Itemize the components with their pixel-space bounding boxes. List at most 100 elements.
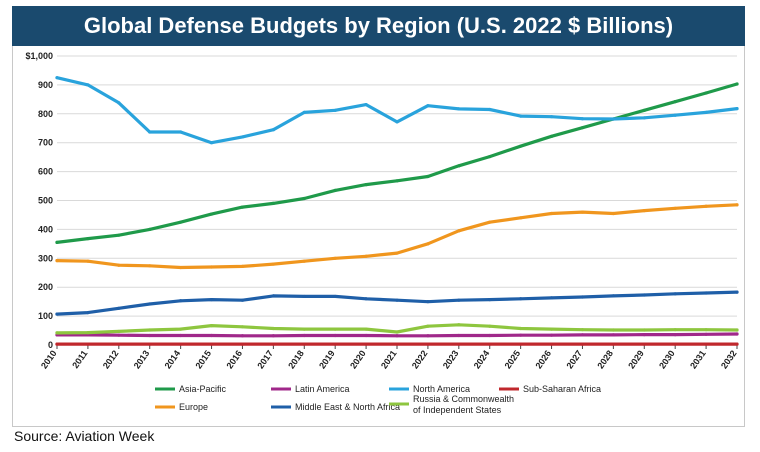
data-point-europe — [179, 265, 183, 270]
x-tick-label: 2012 — [101, 348, 121, 370]
series-line-asia-pacific — [55, 82, 739, 244]
data-point-middle-east-north-africa — [302, 294, 306, 299]
data-point-europe — [549, 211, 554, 216]
data-point-russia-commonwealth-of-independent-states — [642, 328, 646, 332]
data-point-middle-east-north-africa — [209, 298, 214, 302]
x-tick-label: 2029 — [626, 348, 646, 370]
line-chart: 0 100 200 300 400 500 600 700 800 900 $1,000 2010 20… — [25, 51, 739, 415]
data-point-middle-east-north-africa — [426, 300, 430, 304]
data-point-latin-america — [704, 332, 708, 336]
data-point-europe — [395, 251, 399, 255]
data-point-russia-commonwealth-of-independent-states — [395, 330, 399, 334]
x-tick-label: 2015 — [194, 348, 214, 370]
x-tick-label: 2022 — [410, 348, 430, 370]
data-point-europe — [209, 265, 214, 269]
data-point-north-america — [673, 113, 677, 117]
legend-label-russia-cis-line1: Russia & Commonwealth — [413, 394, 514, 404]
data-point-north-america — [364, 102, 368, 107]
data-point-europe — [580, 210, 585, 214]
data-point-north-america — [426, 104, 430, 108]
data-point-russia-commonwealth-of-independent-states — [117, 329, 121, 334]
data-point-europe — [240, 264, 245, 268]
x-tick-label: 2031 — [688, 348, 708, 370]
legend-label-asia-pacific: Asia-Pacific — [179, 384, 227, 394]
data-point-north-america — [395, 120, 399, 124]
data-point-sub-saharan-africa — [55, 342, 59, 346]
data-point-sub-saharan-africa — [519, 342, 523, 346]
legend-label-middle-east-north-africa: Middle East & North Africa — [295, 402, 400, 412]
data-point-middle-east-north-africa — [86, 311, 90, 315]
series-line-middle-east-north-africa — [55, 290, 739, 316]
data-point-europe — [611, 211, 615, 216]
data-point-russia-commonwealth-of-independent-states — [209, 324, 214, 328]
data-point-north-america — [704, 110, 708, 114]
data-point-sub-saharan-africa — [549, 342, 554, 346]
x-tick-label: 2016 — [224, 348, 244, 370]
x-tick-label: 2025 — [503, 348, 523, 370]
data-point-russia-commonwealth-of-independent-states — [333, 327, 337, 331]
x-tick-label: 2030 — [657, 348, 677, 370]
data-point-sub-saharan-africa — [642, 342, 646, 346]
y-tick-label: 100 — [38, 311, 53, 321]
source-note: Source: Aviation Week — [14, 428, 155, 444]
data-point-latin-america — [395, 334, 399, 338]
data-point-middle-east-north-africa — [549, 296, 554, 300]
x-tick-label: 2026 — [534, 348, 554, 370]
y-tick-label: $1,000 — [25, 51, 53, 61]
data-point-russia-commonwealth-of-independent-states — [488, 324, 492, 328]
legend-label-north-america: North America — [413, 384, 470, 394]
data-point-latin-america — [209, 333, 214, 338]
y-tick-label: 900 — [38, 80, 53, 90]
data-point-north-america — [549, 115, 554, 119]
data-point-latin-america — [240, 334, 245, 338]
data-point-middle-east-north-africa — [488, 298, 492, 302]
data-point-middle-east-north-africa — [240, 298, 245, 302]
data-point-sub-saharan-africa — [86, 342, 90, 346]
data-point-russia-commonwealth-of-independent-states — [364, 327, 368, 331]
x-tick-label: 2017 — [255, 348, 275, 370]
data-point-sub-saharan-africa — [395, 342, 399, 346]
data-point-sub-saharan-africa — [735, 342, 739, 346]
data-point-middle-east-north-africa — [179, 299, 183, 303]
data-point-sub-saharan-africa — [148, 342, 152, 346]
data-point-latin-america — [333, 333, 337, 338]
data-point-asia-pacific — [86, 237, 90, 241]
data-point-sub-saharan-africa — [333, 342, 337, 346]
data-point-russia-commonwealth-of-independent-states — [240, 325, 245, 329]
y-tick-label: 400 — [38, 224, 53, 234]
data-point-russia-commonwealth-of-independent-states — [735, 328, 739, 332]
data-point-latin-america — [457, 333, 461, 338]
x-tick-label: 2014 — [163, 348, 183, 370]
data-point-middle-east-north-africa — [735, 290, 739, 294]
data-point-asia-pacific — [271, 201, 275, 205]
data-point-latin-america — [488, 333, 492, 338]
data-point-asia-pacific — [580, 126, 585, 130]
x-tick-label: 2028 — [595, 348, 615, 370]
data-point-north-america — [55, 76, 59, 80]
legend-label-europe: Europe — [179, 402, 208, 412]
x-tick-label: 2021 — [379, 348, 399, 370]
data-point-europe — [488, 220, 492, 224]
data-point-middle-east-north-africa — [673, 292, 677, 296]
data-point-sub-saharan-africa — [117, 342, 121, 346]
data-point-sub-saharan-africa — [179, 342, 183, 346]
x-tick-label: 2024 — [472, 348, 492, 370]
data-point-north-america — [86, 83, 90, 87]
data-point-europe — [704, 204, 708, 208]
data-point-asia-pacific — [704, 91, 708, 95]
data-point-asia-pacific — [426, 174, 430, 179]
chart-frame: 0 100 200 300 400 500 600 700 800 900 $1,000 2010 20… — [12, 46, 745, 427]
data-point-latin-america — [549, 333, 554, 337]
x-tick-label: 2019 — [317, 348, 337, 370]
data-point-russia-commonwealth-of-independent-states — [519, 326, 523, 331]
data-point-middle-east-north-africa — [580, 295, 585, 299]
data-point-russia-commonwealth-of-independent-states — [673, 328, 677, 332]
legend-label-russia-cis-line2: of Independent States — [413, 405, 502, 415]
data-point-middle-east-north-africa — [364, 297, 368, 301]
data-point-sub-saharan-africa — [611, 342, 615, 346]
data-point-russia-commonwealth-of-independent-states — [271, 326, 275, 331]
data-point-asia-pacific — [209, 212, 214, 216]
data-point-north-america — [488, 107, 492, 112]
data-point-latin-america — [426, 334, 430, 338]
data-point-sub-saharan-africa — [673, 342, 677, 346]
